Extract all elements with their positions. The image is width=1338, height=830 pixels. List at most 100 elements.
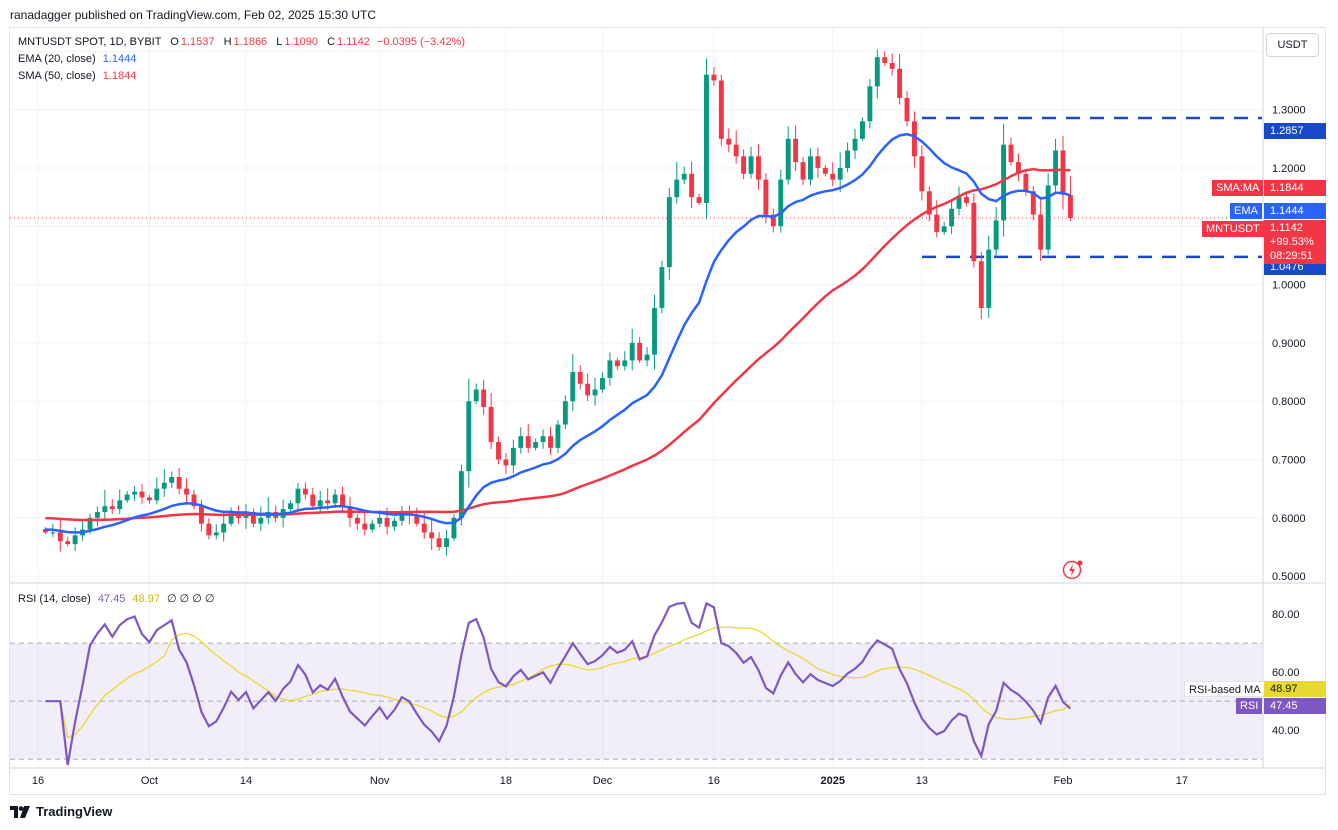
candle-body — [1038, 214, 1044, 250]
candle-body — [444, 538, 449, 548]
candle-body — [340, 494, 345, 507]
candle-body — [221, 523, 227, 533]
candle-body — [629, 342, 635, 361]
publisher-line: ranadagger published on TradingView.com,… — [10, 8, 377, 22]
time-tick-label: Nov — [370, 775, 390, 787]
ema-legend-label: EMA (20, close) — [18, 53, 96, 65]
candle-body — [674, 179, 680, 198]
candle-body — [458, 471, 464, 518]
open-label: O — [170, 36, 179, 48]
price-tick-label: 0.7000 — [1272, 455, 1306, 467]
candle-body — [302, 488, 308, 495]
candle-body — [822, 167, 828, 174]
candle-body — [399, 512, 405, 521]
sma-name-tag: SMA:MA — [1212, 180, 1264, 196]
candle-body — [42, 529, 48, 533]
price-tick-label: 0.5000 — [1272, 571, 1306, 583]
high-label: H — [223, 36, 232, 48]
candle-body — [577, 372, 583, 384]
candle-body — [852, 138, 858, 151]
candle-body — [377, 517, 383, 524]
candle-body — [1023, 173, 1029, 192]
candle-body — [718, 80, 724, 139]
candle-body — [934, 214, 940, 233]
price-tick-label: 0.6000 — [1272, 513, 1306, 525]
candle-body — [1001, 144, 1007, 221]
ema-legend[interactable]: EMA (20, close) 1.1444 — [18, 53, 136, 65]
tradingview-logo[interactable]: TradingView — [10, 804, 112, 819]
candle-body — [87, 517, 93, 530]
candle-body — [139, 491, 145, 498]
candle-body — [184, 488, 190, 495]
candle-body — [733, 144, 739, 157]
ema-value-tag: 1.1444 — [1264, 203, 1326, 219]
candle-body — [354, 517, 360, 524]
candle-body — [978, 261, 984, 308]
candle-body — [510, 447, 516, 466]
rsi-ma-name-tag: RSI-based MA — [1184, 681, 1266, 697]
rsi-value-tag: 47.45 — [1264, 698, 1326, 714]
candle-body — [622, 360, 628, 367]
candle-body — [726, 138, 732, 145]
candle-body — [1053, 150, 1059, 186]
candle-body — [793, 138, 799, 163]
time-tick-label: 16 — [32, 775, 44, 787]
time-tick-label: Dec — [593, 775, 613, 787]
candle-body — [369, 523, 375, 530]
candle-body — [770, 214, 776, 227]
sma-legend-value: 1.1844 — [102, 70, 137, 82]
candle-body — [50, 532, 56, 534]
resistance-level-tag: 1.2857 — [1264, 123, 1326, 139]
time-tick-label: 13 — [916, 775, 928, 787]
candle-body — [711, 74, 717, 81]
candle-body — [1030, 191, 1036, 215]
candle-body — [1045, 185, 1051, 250]
rsi-ma-value-tag: 48.97 — [1264, 681, 1326, 697]
tradingview-logo-icon — [10, 805, 30, 818]
candle-body — [488, 407, 494, 443]
candle-body — [117, 500, 123, 510]
candle-body — [228, 512, 234, 524]
candle-body — [882, 57, 888, 63]
time-tick-label: Oct — [141, 775, 158, 787]
rsi-legend[interactable]: RSI (14, close) 47.45 48.97 ∅ ∅ ∅ ∅ — [18, 592, 215, 605]
candle-body — [837, 167, 843, 180]
candle-body — [949, 208, 955, 227]
candle-body — [659, 267, 665, 308]
sma-legend[interactable]: SMA (50, close) 1.1844 — [18, 70, 136, 82]
candle-body — [1008, 144, 1014, 163]
currency-button[interactable]: USDT — [1266, 33, 1319, 57]
candle-body — [525, 436, 531, 448]
candle-body — [986, 249, 992, 308]
rsi-extra-values: ∅ ∅ ∅ ∅ — [167, 593, 215, 605]
low-value: 1.1090 — [284, 36, 319, 48]
rsi-line — [45, 601, 1072, 766]
candle-body — [808, 156, 813, 180]
candle-body — [466, 401, 472, 472]
tradingview-logo-text: TradingView — [36, 804, 113, 819]
candle-body — [317, 500, 323, 507]
candle-body — [585, 383, 591, 396]
price-tick-label: 1.0000 — [1272, 280, 1306, 292]
time-tick-label: 17 — [1176, 775, 1188, 787]
candle-body — [451, 517, 457, 539]
ema-legend-value: 1.1444 — [102, 53, 137, 65]
candle-body — [429, 532, 435, 539]
candle-body — [154, 488, 160, 501]
ohlc-legend: MNTUSDT SPOT, 1D, BYBIT O 1.1537 H 1.1866 … — [18, 36, 465, 48]
candle-body — [109, 506, 115, 510]
candle-body — [310, 494, 316, 507]
price-tick-label: 1.3000 — [1272, 105, 1306, 117]
candle-body — [161, 482, 167, 489]
time-tick-label: 18 — [500, 775, 512, 787]
candle-body — [919, 156, 925, 192]
lightning-alert-icon[interactable] — [1062, 559, 1084, 581]
candle-body — [481, 389, 487, 408]
candle-body — [689, 173, 695, 198]
candle-body — [102, 506, 108, 513]
candle-body — [889, 62, 895, 69]
candle-body — [756, 156, 761, 180]
candle-body — [614, 360, 620, 367]
candle-body — [911, 121, 917, 157]
